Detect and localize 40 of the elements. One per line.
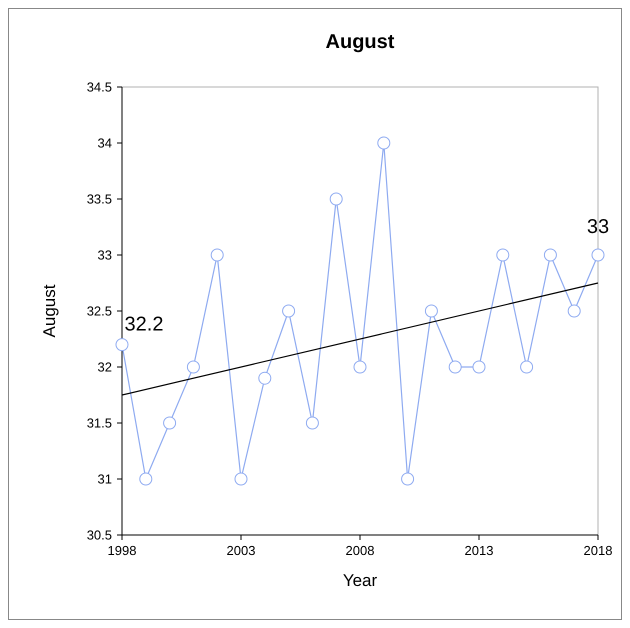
x-tick-label: 1998 xyxy=(108,543,136,558)
point xyxy=(139,472,152,486)
x-tick-label: 2008 xyxy=(346,543,374,558)
annotation: 33 xyxy=(586,216,610,238)
point xyxy=(282,304,296,318)
point xyxy=(448,360,462,374)
point xyxy=(234,472,248,486)
point xyxy=(520,360,534,374)
point xyxy=(354,360,366,374)
point xyxy=(330,192,343,206)
x-tick-label: 2018 xyxy=(584,543,612,558)
y-axis-title: August xyxy=(40,284,59,338)
x-axis-title: Year xyxy=(342,571,378,590)
point xyxy=(496,248,510,262)
chart-title: August xyxy=(326,31,395,53)
annotation: 32.2 xyxy=(124,314,164,336)
point xyxy=(424,304,438,318)
point xyxy=(116,338,128,352)
point xyxy=(306,416,319,430)
y-tick-label: 32.5 xyxy=(86,304,112,318)
point xyxy=(186,360,200,374)
x-tick-label: 2003 xyxy=(226,543,256,558)
point xyxy=(377,136,390,150)
y-tick-label: 31 xyxy=(98,472,112,486)
point xyxy=(401,472,414,486)
y-tick-label: 34.5 xyxy=(86,80,112,94)
y-tick-label: 30.5 xyxy=(86,528,112,542)
point xyxy=(568,304,581,318)
point xyxy=(544,248,557,262)
y-tick-label: 34 xyxy=(98,136,112,150)
point xyxy=(163,416,176,430)
point xyxy=(592,248,604,262)
y-tick-label: 33 xyxy=(98,248,112,262)
point xyxy=(258,372,272,385)
point xyxy=(472,360,486,374)
point xyxy=(210,248,224,262)
y-tick-label: 33.5 xyxy=(86,192,112,206)
x-tick-label: 2013 xyxy=(464,543,494,558)
y-tick-label: 31.5 xyxy=(86,416,112,430)
y-tick-label: 32 xyxy=(98,360,112,374)
